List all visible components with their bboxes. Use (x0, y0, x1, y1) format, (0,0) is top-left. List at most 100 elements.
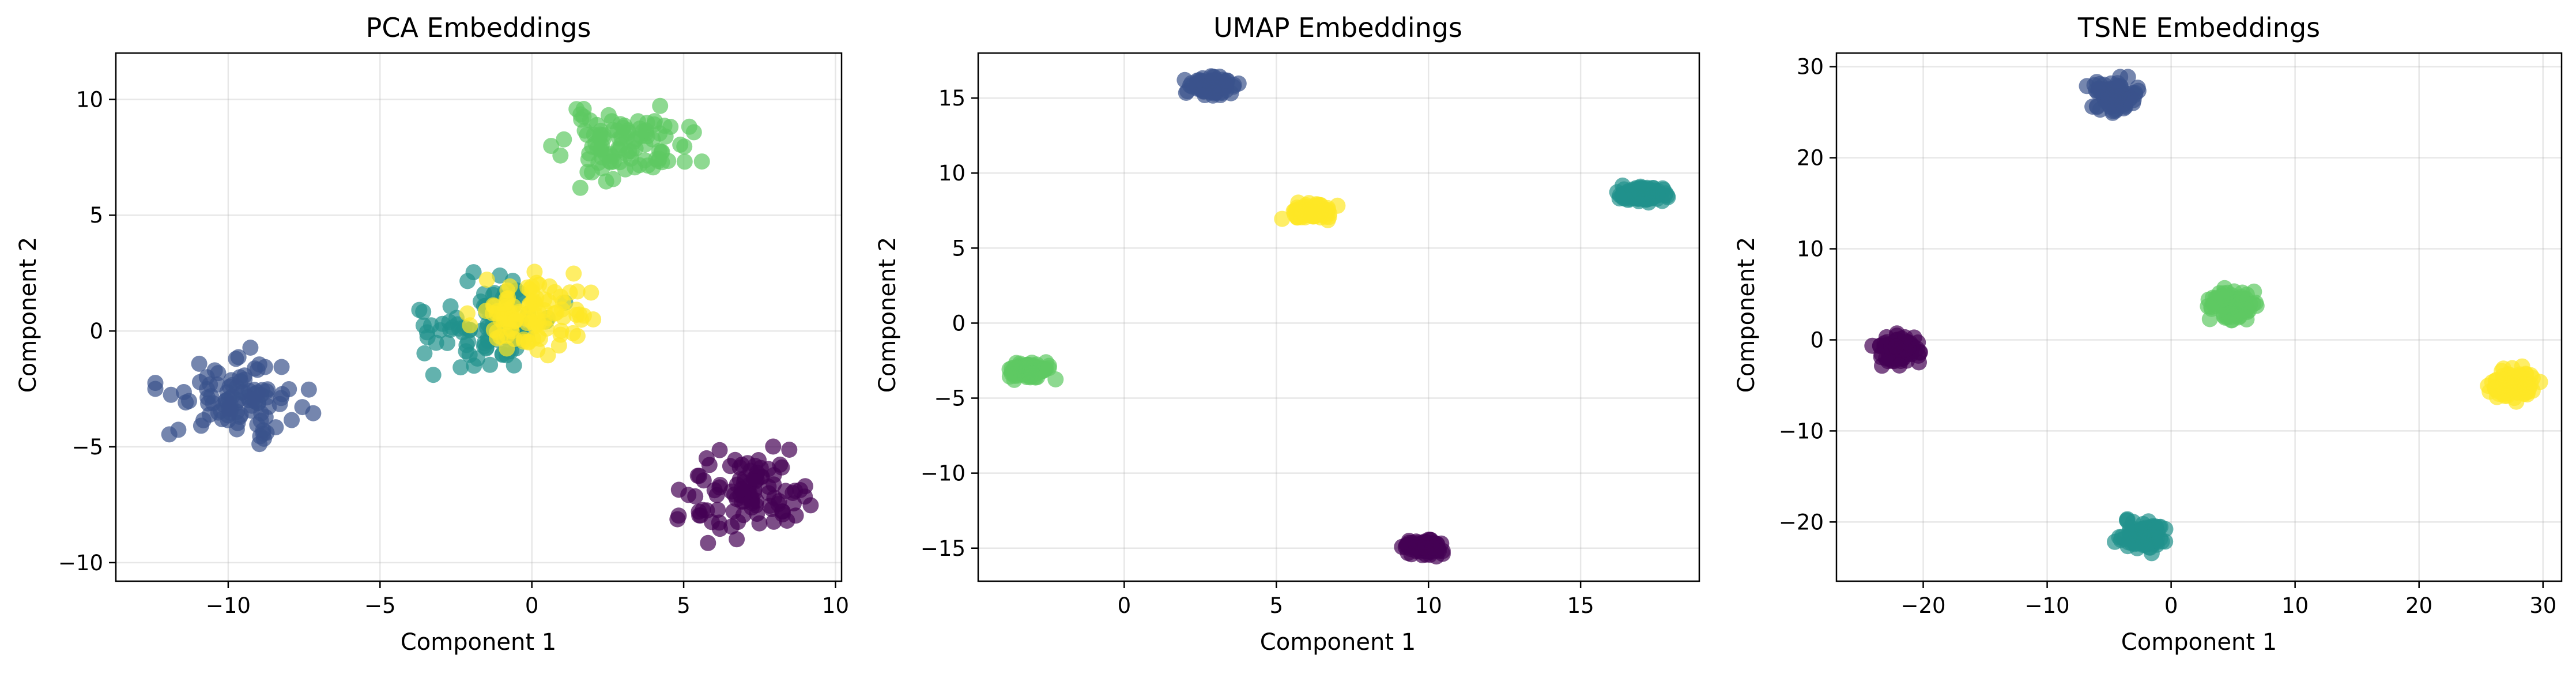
pca-point-cluster4 (459, 305, 476, 322)
pca-point-cluster3 (693, 153, 710, 170)
umap-ytick-label: 15 (938, 86, 965, 111)
pca-point-cluster4 (478, 272, 495, 288)
pca-point-cluster0 (751, 515, 768, 532)
pca-point-cluster0 (691, 468, 708, 484)
pca-point-cluster4 (526, 263, 543, 280)
pca-xtick-label: −10 (206, 593, 251, 618)
pca-point-cluster0 (700, 534, 716, 551)
pca-point-cluster0 (706, 482, 723, 499)
pca-xlabel: Component 1 (401, 629, 556, 656)
pca-point-cluster3 (556, 131, 572, 148)
tsne-point-cluster1 (2084, 99, 2101, 115)
pca-point-cluster0 (729, 531, 745, 548)
pca-point-cluster4 (569, 327, 586, 344)
pca-point-cluster3 (600, 107, 617, 123)
pca-point-cluster1 (294, 399, 311, 416)
pca-point-cluster0 (687, 488, 704, 504)
pca-point-cluster0 (797, 478, 813, 495)
pca-point-cluster1 (259, 381, 276, 398)
pca-point-cluster1 (230, 349, 247, 366)
pca-xtick-label: 10 (822, 593, 849, 618)
pca-point-cluster4 (555, 294, 572, 311)
tsne-ytick-label: 30 (1797, 55, 1824, 80)
tsne-point-cluster1 (2119, 69, 2136, 85)
umap-point-cluster3 (1040, 360, 1057, 376)
pca-xtick-label: 5 (677, 593, 691, 618)
pca-panel: PCA Embeddings Component 1 Component 2 −… (15, 12, 849, 656)
tsne-point-cluster4 (2532, 374, 2548, 390)
pca-point-cluster1 (257, 359, 273, 375)
pca-point-cluster0 (711, 442, 728, 458)
pca-point-cluster3 (602, 154, 619, 171)
pca-ylabel: Component 2 (15, 237, 42, 393)
pca-point-cluster0 (692, 507, 709, 524)
pca-xtick-label: 0 (525, 593, 539, 618)
umap-point-cluster3 (1023, 365, 1040, 382)
tsne-point-cluster4 (2509, 384, 2525, 401)
pca-point-cluster1 (223, 372, 240, 389)
pca-point-cluster0 (787, 507, 804, 524)
pca-point-cluster4 (536, 291, 553, 308)
pca-point-cluster4 (462, 317, 478, 334)
pca-point-cluster3 (654, 154, 670, 171)
umap-point-cluster2 (1644, 186, 1661, 202)
tsne-point-cluster0 (1891, 357, 1908, 374)
pca-point-cluster4 (546, 305, 563, 322)
pca-point-cluster1 (281, 381, 297, 397)
pca-points (147, 97, 819, 551)
pca-point-cluster0 (778, 483, 794, 499)
pca-point-cluster3 (552, 147, 569, 164)
pca-point-cluster2 (428, 334, 444, 351)
tsne-ytick-label: 0 (1810, 327, 1824, 352)
tsne-point-cluster3 (2217, 290, 2234, 307)
tsne-xtick-label: 20 (2405, 593, 2432, 618)
tsne-point-cluster2 (2149, 524, 2166, 540)
tsne-point-cluster4 (2517, 371, 2533, 388)
tsne-ticks: −20 −10 0 10 20 30 −20 −10 0 10 20 30 (1779, 55, 2556, 618)
umap-plot-frame (977, 52, 1700, 582)
pca-point-cluster1 (258, 424, 275, 441)
umap-ticks: 0 5 10 15 −15 −10 −5 0 5 10 15 (921, 86, 1594, 618)
umap-points (1001, 68, 1676, 565)
pca-title: PCA Embeddings (366, 12, 591, 43)
pca-point-cluster2 (425, 367, 442, 383)
umap-xlabel: Component 1 (1260, 629, 1416, 656)
pca-point-cluster1 (193, 417, 209, 434)
umap-point-cluster1 (1179, 83, 1196, 100)
pca-point-cluster2 (506, 357, 522, 374)
tsne-grid (1836, 53, 2562, 581)
pca-point-cluster3 (657, 128, 674, 145)
pca-point-cluster3 (605, 171, 621, 187)
tsne-ylabel: Component 2 (1733, 237, 1760, 393)
pca-point-cluster1 (161, 426, 178, 443)
umap-ytick-label: −5 (934, 386, 965, 411)
pca-point-cluster1 (233, 385, 250, 401)
umap-ytick-label: −10 (921, 461, 965, 486)
pca-point-cluster1 (273, 359, 290, 375)
pca-point-cluster4 (552, 326, 569, 343)
pca-point-cluster4 (498, 291, 515, 307)
pca-point-cluster1 (242, 340, 259, 356)
umap-point-cluster4 (1293, 201, 1310, 218)
pca-point-cluster0 (770, 496, 787, 513)
pca-point-cluster3 (672, 136, 689, 153)
pca-point-cluster1 (214, 411, 231, 428)
pca-point-cluster1 (191, 374, 208, 390)
pca-point-cluster3 (676, 153, 693, 170)
pca-point-cluster1 (202, 406, 218, 423)
pca-point-cluster4 (531, 276, 548, 293)
pca-point-cluster2 (459, 273, 476, 289)
tsne-ytick-label: −10 (1779, 419, 1824, 443)
pca-point-cluster0 (670, 481, 687, 498)
pca-point-cluster0 (765, 467, 782, 483)
tsne-point-cluster2 (2126, 536, 2143, 552)
umap-ylabel: Component 2 (874, 237, 901, 393)
pca-point-cluster2 (416, 345, 433, 362)
pca-point-cluster3 (681, 118, 697, 135)
tsne-ytick-label: 20 (1797, 146, 1824, 171)
tsne-point-cluster4 (2487, 380, 2503, 397)
tsne-point-cluster3 (2238, 302, 2254, 318)
tsne-point-cluster3 (2200, 298, 2216, 315)
umap-ytick-label: −15 (921, 536, 965, 561)
umap-grid (978, 53, 1699, 581)
